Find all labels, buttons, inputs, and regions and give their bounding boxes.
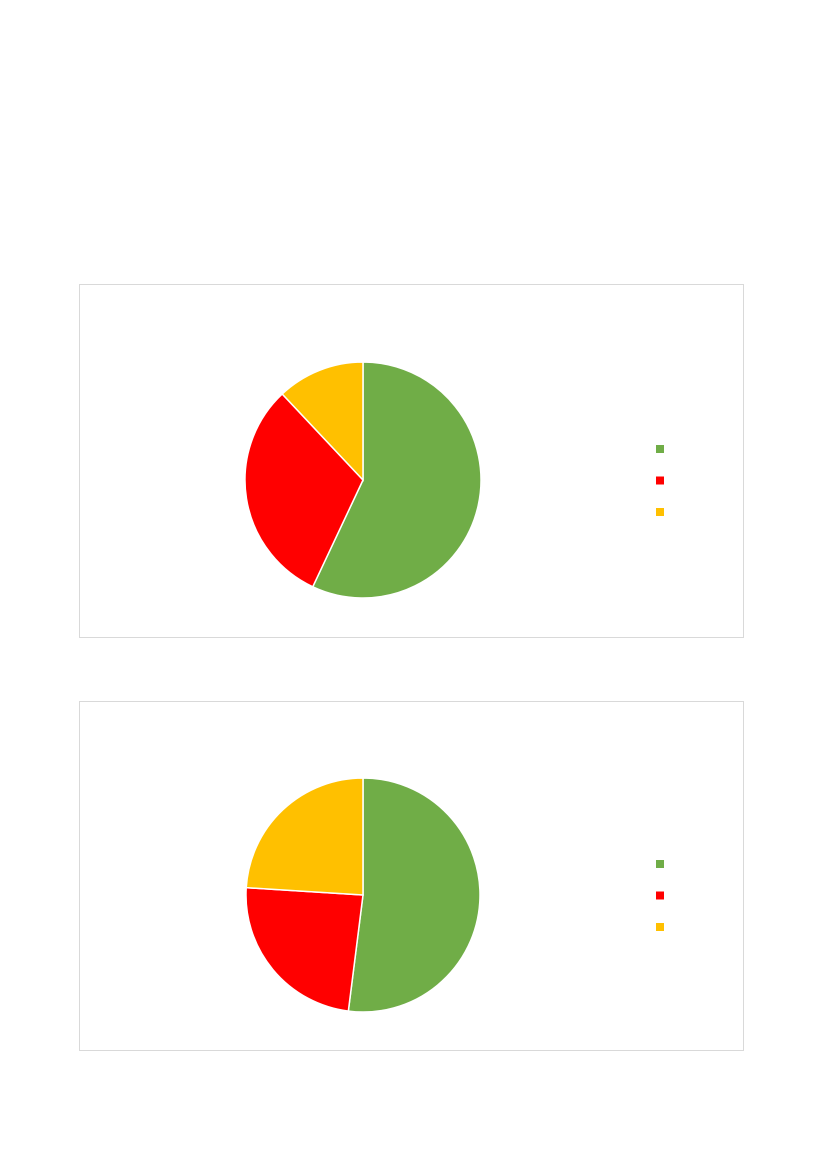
legend-swatch (656, 508, 664, 516)
legend-swatch (656, 445, 664, 453)
pie-slice (244, 392, 364, 588)
pie-slice (311, 361, 482, 599)
legend-swatch (656, 476, 664, 485)
pie-slice (281, 361, 364, 482)
legend-swatch (656, 923, 664, 931)
pie-slice (347, 777, 481, 1013)
legend-swatch (656, 891, 664, 900)
pie-slice (245, 886, 364, 1012)
legend-swatch (656, 860, 664, 868)
pie-slice (245, 777, 364, 896)
